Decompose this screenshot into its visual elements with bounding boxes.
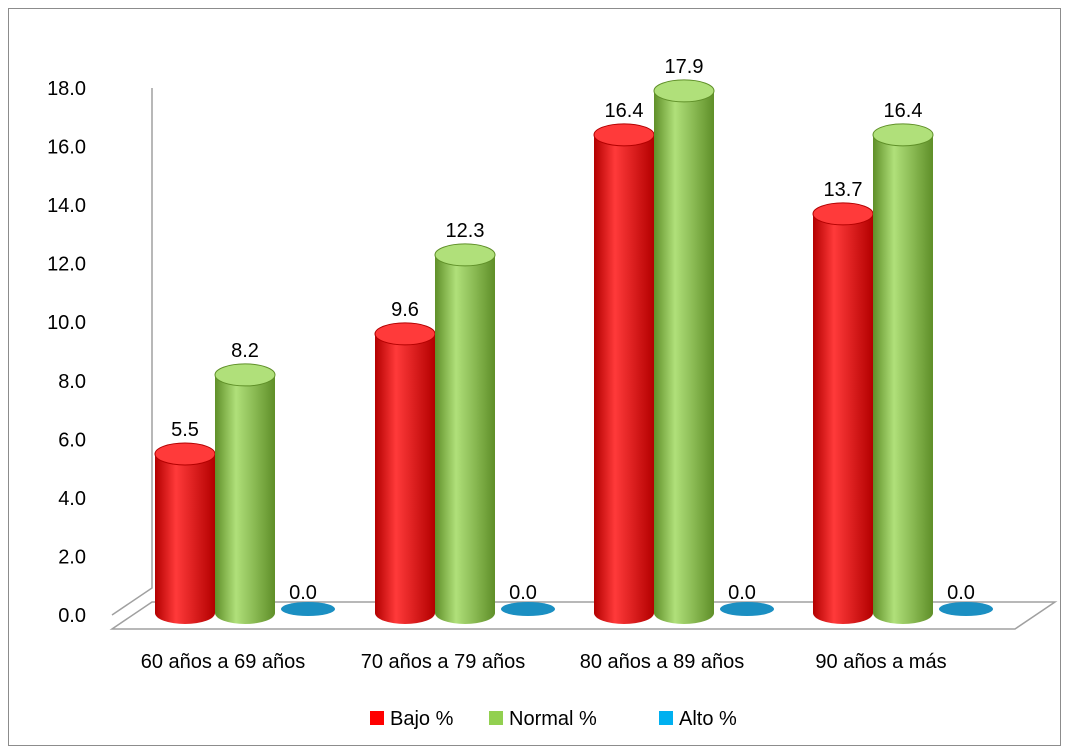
bar-normal-90-anos-a-mas	[872, 123, 934, 624]
chart-axes	[109, 88, 1058, 630]
data-label-alto-60-anos-a-69-anos: 0.0	[289, 582, 317, 604]
bar-bajo-90-anos-a-mas	[812, 202, 874, 624]
data-label-bajo-90-anos-a-mas: 13.7	[824, 179, 863, 201]
legend-label: Bajo %	[390, 708, 454, 730]
chart-floor	[109, 601, 1058, 630]
y-tick-label: 12.0	[47, 254, 86, 276]
y-tick-label: 14.0	[47, 195, 86, 217]
bar-normal-60-anos-a-69-anos	[214, 363, 276, 624]
data-label-alto-70-anos-a-79-anos: 0.0	[509, 582, 537, 604]
data-label-normal-70-anos-a-79-anos: 12.3	[446, 220, 485, 242]
bar-alto-90-anos-a-mas	[939, 602, 993, 616]
y-tick-label: 8.0	[58, 371, 86, 393]
category-label: 60 años a 69 años	[141, 651, 306, 673]
y-tick-label: 10.0	[47, 312, 86, 334]
category-labels: 60 años a 69 años 70 años a 79 años 80 año…	[141, 651, 947, 673]
legend-item-normal: Normal %	[489, 708, 597, 730]
bar-alto-70-anos-a-79-anos	[501, 602, 555, 616]
data-label-normal-60-anos-a-69-anos: 8.2	[231, 340, 259, 362]
y-tick-label: 2.0	[58, 546, 86, 568]
y-tick-label: 16.0	[47, 137, 86, 159]
category-label: 80 años a 89 años	[580, 651, 745, 673]
legend-item-alto: Alto %	[659, 708, 737, 730]
data-label-bajo-70-anos-a-79-anos: 9.6	[391, 299, 419, 321]
bar-bajo-80-anos-a-89-anos	[593, 123, 655, 624]
bar-alto-80-anos-a-89-anos	[720, 602, 774, 616]
y-tick-label: 6.0	[58, 429, 86, 451]
legend-swatch	[659, 711, 673, 725]
bar-normal-80-anos-a-89-anos	[653, 79, 715, 624]
y-tick-label: 4.0	[58, 488, 86, 510]
y-tick-label: 18.0	[47, 78, 86, 100]
y-axis-line	[111, 88, 153, 616]
data-labels: 5.5 8.2 0.0 9.6 12.3 0.0 16.4 17.9 0.0 13.7 16.4 0.…	[171, 56, 975, 604]
legend-item-bajo: Bajo %	[370, 708, 454, 730]
data-label-bajo-60-anos-a-69-anos: 5.5	[171, 419, 199, 441]
category-label: 70 años a 79 años	[361, 651, 526, 673]
data-label-alto-80-anos-a-89-anos: 0.0	[728, 582, 756, 604]
data-label-bajo-80-anos-a-89-anos: 16.4	[605, 100, 644, 122]
category-label: 90 años a más	[815, 651, 946, 673]
legend: Bajo % Normal % Alto %	[370, 708, 737, 730]
bar-normal-70-anos-a-79-anos	[434, 243, 496, 624]
bar-alto-60-anos-a-69-anos	[281, 602, 335, 616]
chart-bars	[154, 79, 993, 624]
legend-swatch	[489, 711, 503, 725]
bar-bajo-70-anos-a-79-anos	[374, 322, 436, 624]
bar-bajo-60-anos-a-69-anos	[154, 442, 216, 624]
legend-label: Alto %	[679, 708, 737, 730]
data-label-alto-90-anos-a-mas: 0.0	[947, 582, 975, 604]
y-tick-label: 0.0	[58, 605, 86, 627]
legend-swatch	[370, 711, 384, 725]
data-label-normal-90-anos-a-mas: 16.4	[884, 100, 923, 122]
y-tick-labels: 0.0 2.0 4.0 6.0 8.0 10.0 12.0 14.0 16.0 18.0	[47, 78, 86, 627]
data-label-normal-80-anos-a-89-anos: 17.9	[665, 56, 704, 78]
legend-label: Normal %	[509, 708, 597, 730]
